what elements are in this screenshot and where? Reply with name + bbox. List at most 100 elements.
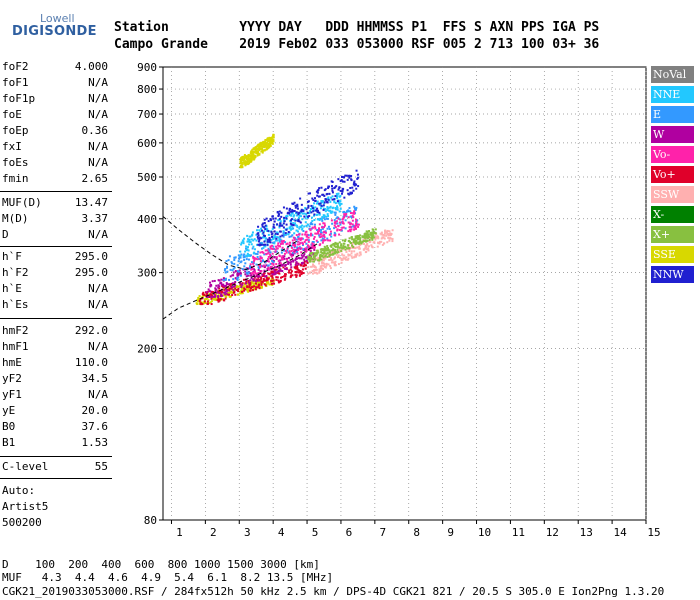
- trace-point: [252, 257, 255, 260]
- trace-point: [304, 233, 307, 236]
- trace-point: [391, 229, 394, 232]
- trace-point: [225, 266, 228, 269]
- trace-point: [311, 223, 314, 226]
- trace-point: [207, 299, 210, 302]
- trace-point: [275, 276, 278, 279]
- trace-point: [317, 227, 320, 230]
- trace-point: [352, 212, 355, 215]
- header-values: Campo Grande 2019 Feb02 033 053000 RSF 0…: [114, 37, 600, 52]
- trace-point: [251, 268, 254, 271]
- trace-point: [235, 289, 238, 292]
- trace-point: [326, 255, 329, 258]
- param-name: foE: [2, 108, 22, 121]
- trace-point: [323, 230, 326, 233]
- trace-point: [349, 215, 352, 218]
- trace-point: [339, 200, 342, 203]
- trace-point: [330, 235, 333, 238]
- trace-point: [336, 200, 339, 203]
- trace-point: [340, 202, 343, 205]
- trace-point: [323, 245, 326, 248]
- trace-point: [317, 257, 320, 260]
- trace-point: [350, 250, 353, 253]
- trace-point: [260, 276, 263, 279]
- x-tick-label: 15: [647, 526, 660, 539]
- trace-point: [326, 244, 329, 247]
- trace-point: [297, 213, 300, 216]
- trace-point: [391, 240, 394, 243]
- trace-point: [283, 255, 286, 258]
- trace-point: [322, 248, 325, 251]
- trace-point: [344, 246, 347, 249]
- trace-point: [341, 226, 344, 229]
- trace-point: [339, 223, 342, 226]
- trace-point: [388, 239, 391, 242]
- param-value: 37.6: [81, 420, 109, 433]
- trace-point: [322, 207, 325, 210]
- trace-point: [292, 210, 295, 213]
- trace-point: [338, 229, 341, 232]
- trace-point: [298, 227, 301, 230]
- trace-point: [376, 245, 379, 248]
- trace-point: [323, 218, 326, 221]
- trace-point: [326, 213, 329, 216]
- trace-point: [248, 285, 251, 288]
- trace-point: [372, 230, 375, 233]
- trace-point: [211, 295, 214, 298]
- trace-point: [278, 240, 281, 243]
- trace-point: [246, 252, 249, 255]
- trace-point: [318, 219, 321, 222]
- trace-point: [349, 230, 352, 233]
- trace-point: [359, 243, 362, 246]
- trace-point: [271, 138, 274, 141]
- trace-point: [316, 240, 319, 243]
- trace-point: [202, 291, 205, 294]
- trace-point: [307, 246, 310, 249]
- trace-point: [349, 191, 352, 194]
- y-tick-label: 600: [137, 137, 157, 150]
- trace-point: [335, 208, 338, 211]
- trace-point: [265, 278, 268, 281]
- header-labels: Station YYYY DAY DDD HHMMSS P1 FFS S AXN…: [114, 20, 600, 35]
- trace-point: [271, 136, 274, 139]
- trace-point: [250, 277, 253, 280]
- trace-point: [223, 269, 226, 272]
- trace-point: [244, 160, 247, 163]
- trace-point: [343, 254, 346, 257]
- trace-point: [305, 249, 308, 252]
- trace-point: [313, 255, 316, 258]
- trace-point: [368, 235, 371, 238]
- trace-point: [334, 260, 337, 263]
- trace-point: [244, 288, 247, 291]
- trace-point: [330, 180, 333, 183]
- trace-point: [256, 275, 259, 278]
- trace-point: [327, 255, 330, 258]
- separator: [0, 246, 112, 247]
- trace-point: [298, 243, 301, 246]
- trace-point: [348, 237, 351, 240]
- trace-point: [285, 223, 288, 226]
- trace-point: [304, 267, 307, 270]
- trace-point: [266, 240, 269, 243]
- trace-point: [350, 191, 353, 194]
- trace-point: [330, 211, 333, 214]
- param-row: yF1 N/A: [2, 388, 108, 404]
- trace-point: [243, 156, 246, 159]
- trace-point: [338, 210, 341, 213]
- x-tick-label: 13: [580, 526, 593, 539]
- trace-point: [290, 219, 293, 222]
- trace-point: [291, 209, 294, 212]
- trace-point: [271, 237, 274, 240]
- trace-point: [321, 268, 324, 271]
- trace-point: [272, 236, 275, 239]
- trace-point: [246, 290, 249, 293]
- trace-point: [289, 253, 292, 256]
- trace-point: [282, 263, 285, 266]
- trace-point: [284, 233, 287, 236]
- trace-point: [368, 238, 371, 241]
- trace-point: [293, 201, 296, 204]
- trace-point: [311, 243, 314, 246]
- trace-point: [297, 257, 300, 260]
- trace-point: [346, 210, 349, 213]
- trace-point: [290, 271, 293, 274]
- trace-point: [270, 235, 273, 238]
